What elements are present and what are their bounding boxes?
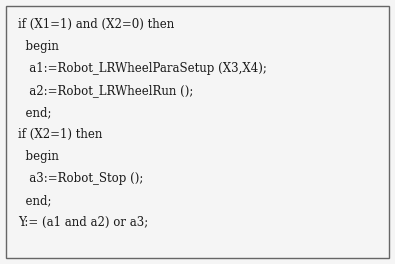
- Text: if (X1=1) and (X2=0) then: if (X1=1) and (X2=0) then: [18, 18, 174, 31]
- Text: a3:=Robot_Stop ();: a3:=Robot_Stop ();: [18, 172, 143, 185]
- Text: begin: begin: [18, 150, 59, 163]
- Text: a2:=Robot_LRWheelRun ();: a2:=Robot_LRWheelRun ();: [18, 84, 194, 97]
- Text: end;: end;: [18, 106, 51, 119]
- Text: end;: end;: [18, 194, 51, 207]
- Text: if (X2=1) then: if (X2=1) then: [18, 128, 102, 141]
- Text: begin: begin: [18, 40, 59, 53]
- Text: a1:=Robot_LRWheelParaSetup (X3,X4);: a1:=Robot_LRWheelParaSetup (X3,X4);: [18, 62, 267, 75]
- Text: Y:= (a1 and a2) or a3;: Y:= (a1 and a2) or a3;: [18, 216, 148, 229]
